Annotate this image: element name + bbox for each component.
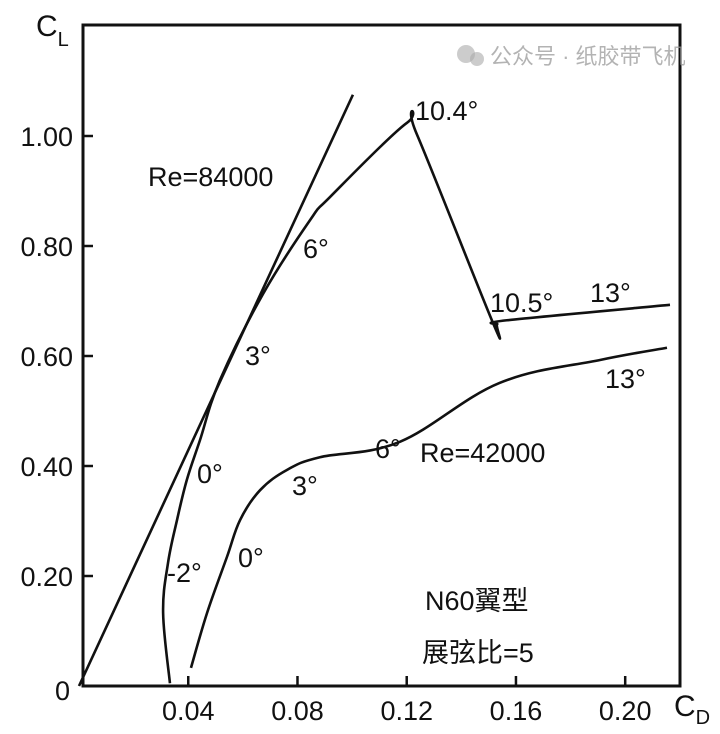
annotation: Re=84000 [148,162,273,192]
annotation: 0° [238,543,264,573]
annotation: 10.5° [490,288,553,318]
annotation: 0° [197,459,223,489]
y-tick-label: 0.80 [20,232,73,262]
x-tick-label: 0.12 [380,696,433,726]
annotation: 展弦比=5 [422,638,534,668]
y-axis-label: CL [36,10,69,51]
annotation: 13° [605,364,646,394]
y-tick-label: 0.40 [20,452,73,482]
annotation: 13° [590,278,631,308]
annotation: 3° [245,341,271,371]
y-tick-label: 0.20 [20,562,73,592]
annotation: Re=42000 [420,438,545,468]
annotation: -2° [167,558,202,588]
x-axis-label: CD [674,690,710,729]
series-re-84000 [161,109,671,684]
y-tick-label: 1.00 [20,122,73,152]
x-tick-label: 0.04 [162,696,215,726]
annotation: 6° [303,234,329,264]
y-tick-label: 0 [55,676,70,706]
series-re-42000 [189,346,668,669]
annotation: 3° [292,471,318,501]
x-tick-label: 0.08 [271,696,324,726]
annotation: 6° [375,434,401,464]
wechat-icon-bubble [470,52,484,66]
annotation: 10.4° [415,96,478,126]
x-tick-label: 0.20 [599,696,652,726]
watermark-text: 公众号 · 纸胶带飞机 [490,44,686,69]
annotation: N60翼型 [425,586,529,616]
series-tangent [77,94,355,687]
watermark: 公众号 · 纸胶带飞机 [457,44,686,69]
x-tick-label: 0.16 [490,696,543,726]
y-tick-label: 0.60 [20,342,73,372]
